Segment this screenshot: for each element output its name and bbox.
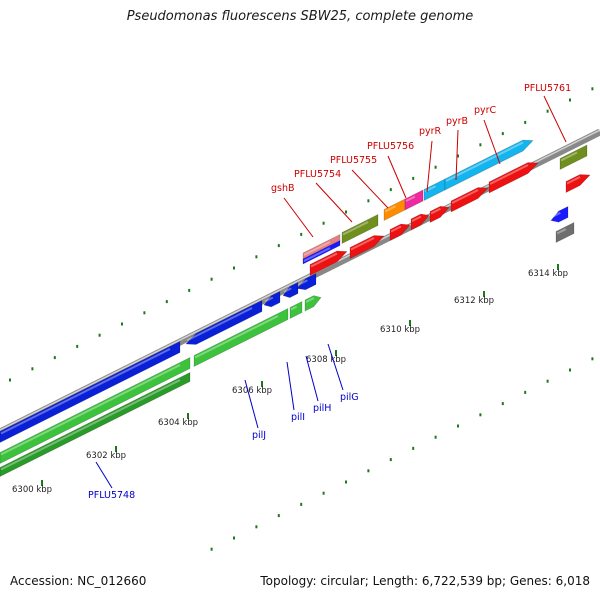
- map-title: Pseudomonas fluorescens SBW25, complete …: [126, 9, 474, 24]
- cds-gshB-a-shine: [303, 241, 331, 256]
- cds-pilJ-shine: [0, 348, 171, 435]
- genome-summary-text: Topology: circular; Length: 6,722,539 bp…: [260, 574, 590, 588]
- cds-pyrB-shine: [445, 141, 524, 182]
- cds-PFLU5761-shine: [560, 151, 578, 162]
- cds-red-3: [389, 223, 411, 241]
- gene-label-PFLU5754: PFLU5754: [294, 169, 341, 180]
- cds-pyrB: [444, 139, 534, 191]
- cds-red-7: [565, 174, 591, 193]
- scale-dots-layer: [9, 87, 594, 551]
- cds-PFLU5761: [559, 144, 588, 170]
- labels-layer: 6300 kbp 6302 kbp 6304 kbp 6306 kbp 6308 kbp…: [12, 83, 571, 501]
- cds-PFLU5755-shine: [384, 205, 396, 213]
- cds-pilI-gene: [185, 300, 263, 345]
- cds-red-4-shine: [411, 215, 422, 222]
- cds-red-2-shine: [350, 237, 375, 251]
- cds-red-5-shine: [430, 207, 441, 215]
- gene-label-gshB: gshB: [271, 183, 295, 194]
- cds-blue-right: [550, 206, 569, 223]
- gene-label-PFLU5761: PFLU5761: [524, 83, 571, 94]
- gene-label-pyrB: pyrB: [446, 116, 468, 127]
- cds-pilI-gene-shine: [186, 307, 253, 342]
- cds-gshB-b: [302, 240, 341, 265]
- tick-label-6310: 6310 kbp: [380, 325, 420, 335]
- cds-PFLU5754: [341, 214, 379, 244]
- cds-grey-right: [555, 222, 575, 243]
- leader-line-pilH: [305, 355, 319, 402]
- leader-line-pilI: [286, 361, 295, 411]
- leader-line-PFLU5755: [351, 169, 389, 209]
- tick-label-6306: 6306 kbp: [232, 386, 272, 396]
- cds-pilG-gene-shine: [283, 287, 292, 293]
- cds-green-4-shine: [305, 297, 315, 303]
- tick-label-6302: 6302 kbp: [86, 451, 126, 461]
- cds-green-under-shine: [0, 379, 181, 471]
- cds-gshB-b-shine: [303, 247, 331, 262]
- cds-small-blue-shine: [297, 279, 308, 286]
- cds-grey-right-shine: [556, 228, 567, 235]
- leader-line-PFLU5754: [315, 182, 353, 223]
- cds-red-1-shine: [310, 252, 338, 268]
- cds-green-2: [193, 308, 289, 367]
- cds-green-4: [304, 295, 322, 312]
- tick-label-6304: 6304 kbp: [158, 418, 198, 428]
- cds-green-3-shine: [290, 305, 298, 311]
- gene-label-pyrC: pyrC: [474, 105, 497, 116]
- leader-line-pyrC: [483, 119, 501, 165]
- cds-red-3-shine: [390, 225, 402, 233]
- cds-pilJ: [0, 341, 181, 443]
- leader-line-PFLU5748: [95, 461, 113, 489]
- features-layer: [0, 139, 591, 477]
- cds-PFLU5756-shine: [405, 195, 416, 202]
- leader-line-pilG: [327, 343, 344, 391]
- gene-label-pilI: pilI: [291, 412, 305, 423]
- cds-small-blue: [296, 273, 317, 291]
- leader-line-pyrR: [426, 140, 433, 193]
- leader-line-gshB: [283, 197, 314, 238]
- cds-red-4: [410, 213, 430, 231]
- cds-PFLU5756: [404, 189, 424, 211]
- cds-PFLU5754-shine: [342, 221, 369, 236]
- cds-red-5: [429, 205, 450, 223]
- cds-red-2: [349, 235, 385, 259]
- tick-label-6312: 6312 kbp: [454, 296, 494, 306]
- gene-label-PFLU5748: PFLU5748: [88, 490, 135, 501]
- cds-red-6-shine: [451, 189, 479, 204]
- cds-PFLU5748-shine: [0, 364, 181, 456]
- leader-line-pyrB: [455, 129, 459, 181]
- gene-label-pilH: pilH: [313, 403, 331, 414]
- gene-label-pilG: pilG: [340, 392, 359, 403]
- cds-pilH-gene: [263, 291, 281, 308]
- cds-red-1: [309, 250, 348, 276]
- accession-text: Accession: NC_012660: [10, 574, 147, 588]
- cds-green-3: [289, 301, 303, 319]
- gene-label-pilJ: pilJ: [252, 430, 266, 441]
- tick-label-6300: 6300 kbp: [12, 485, 52, 495]
- cds-PFLU5748: [0, 357, 191, 464]
- gene-label-pyrR: pyrR: [419, 126, 442, 137]
- cds-red-6: [450, 187, 489, 213]
- gene-label-PFLU5755: PFLU5755: [330, 155, 377, 166]
- cds-green-2-shine: [194, 315, 279, 359]
- cds-pilH-gene-shine: [264, 296, 274, 303]
- cds-pyrC: [488, 162, 539, 194]
- leader-line-pilJ: [244, 379, 259, 429]
- leader-line-PFLU5756: [387, 155, 407, 199]
- leader-line-PFLU5761: [543, 95, 567, 143]
- gene-label-PFLU5756: PFLU5756: [367, 141, 414, 152]
- tick-label-6308: 6308 kbp: [306, 355, 346, 365]
- cds-blue-right-shine: [551, 211, 561, 218]
- cds-pyrC-shine: [489, 164, 529, 185]
- cds-green-under: [0, 372, 191, 477]
- tick-label-6314: 6314 kbp: [528, 269, 568, 279]
- cds-red-7-shine: [566, 176, 581, 185]
